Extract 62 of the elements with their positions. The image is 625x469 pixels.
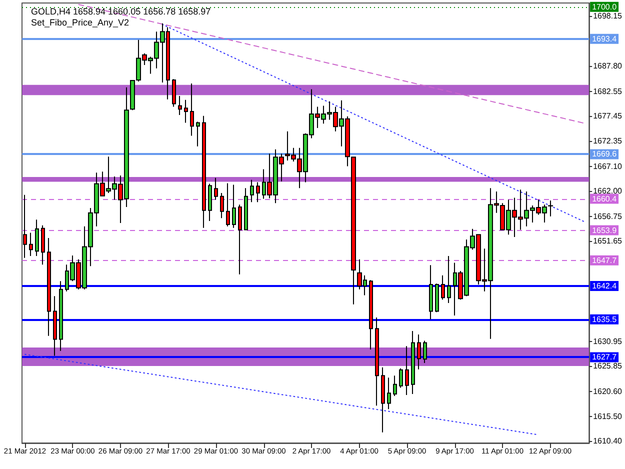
y-tick-label: 1615.50 <box>593 412 623 421</box>
candlestick <box>35 219 39 256</box>
y-tick-label: 1625.85 <box>593 362 623 371</box>
chart-title: GOLD,H4 1658.94 1660.05 1656.78 1658.97 <box>31 6 211 16</box>
candlestick <box>53 296 57 356</box>
text: Set_Fibo_Price_Any_V2 <box>31 18 130 28</box>
y-tick-label: 1698.15 <box>593 11 623 20</box>
y-tick-label: 1662.00 <box>593 186 623 196</box>
y-tick-label: 1672.35 <box>593 136 623 146</box>
candlestick <box>423 340 427 364</box>
candlestick <box>47 238 51 336</box>
candlestick <box>429 264 433 320</box>
y-tick-label: 1620.60 <box>593 387 623 396</box>
ref-line-label: 1660.4 <box>592 194 618 204</box>
ref-line-label: 1669.6 <box>592 150 618 159</box>
candlestick <box>41 224 45 266</box>
candlestick <box>172 78 176 108</box>
candlestick <box>196 121 200 147</box>
candlestick <box>417 334 421 370</box>
candlestick <box>214 177 218 200</box>
y-tick-label: 1677.45 <box>593 112 623 121</box>
candlestick <box>369 280 373 350</box>
y-tick-label: 1687.80 <box>593 61 623 70</box>
ref-line-label: 1647.7 <box>592 256 618 265</box>
y-tick-label: 1667.10 <box>593 162 623 171</box>
candlestick <box>208 183 212 222</box>
y-tick-label: 1651.65 <box>593 236 623 246</box>
ref-line-label: 1700.0 <box>592 2 618 12</box>
ref-line-label: 1627.7 <box>592 352 618 362</box>
ref-line-label: 1653.9 <box>592 226 618 235</box>
candlestick <box>29 232 33 256</box>
candlestick <box>411 330 415 395</box>
candlestick <box>441 274 445 300</box>
candlestick <box>393 375 397 396</box>
candlestick <box>435 283 439 313</box>
candlestick <box>226 182 230 227</box>
candlestick <box>220 192 224 219</box>
candlestick <box>548 200 553 217</box>
y-tick-label: 1656.75 <box>593 212 623 221</box>
candlestick <box>375 316 379 406</box>
candlestick <box>190 82 194 136</box>
candlestick <box>184 99 188 124</box>
ref-line-label: 1642.4 <box>592 281 618 290</box>
candlestick <box>59 280 63 352</box>
y-tick-label: 1610.40 <box>593 436 623 446</box>
candlestick <box>232 184 236 228</box>
ref-line-label: 1693.4 <box>592 34 618 44</box>
candlestick <box>202 115 206 228</box>
candlestick <box>238 204 242 275</box>
y-tick-label: 1682.55 <box>593 86 623 96</box>
candlestick <box>244 188 248 230</box>
candlestick <box>250 179 254 203</box>
candlestick <box>178 96 182 116</box>
candlestick <box>447 255 451 304</box>
candlestick <box>405 346 409 396</box>
candlestick <box>399 368 403 388</box>
y-tick-label: 1630.95 <box>593 336 623 346</box>
candlestick <box>256 182 260 203</box>
candlestick <box>23 194 27 258</box>
ref-line-label: 1635.5 <box>592 314 618 324</box>
candlestick <box>387 377 391 410</box>
candlestick <box>381 366 385 433</box>
